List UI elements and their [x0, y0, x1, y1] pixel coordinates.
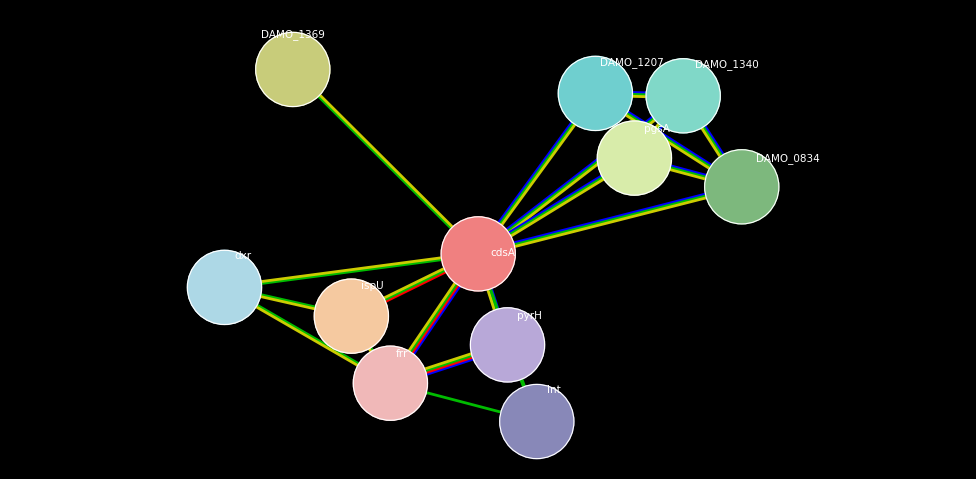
Text: frr: frr: [395, 350, 408, 359]
Text: pyrH: pyrH: [517, 311, 542, 321]
Text: Int: Int: [547, 386, 560, 395]
Ellipse shape: [256, 33, 330, 106]
Ellipse shape: [353, 346, 427, 420]
Text: DAMO_1340: DAMO_1340: [695, 59, 758, 70]
Ellipse shape: [441, 217, 515, 291]
Ellipse shape: [187, 251, 262, 324]
Ellipse shape: [314, 279, 388, 353]
Text: DAMO_1369: DAMO_1369: [261, 30, 325, 40]
Ellipse shape: [597, 121, 671, 195]
Ellipse shape: [470, 308, 545, 382]
Text: cdsA: cdsA: [490, 249, 515, 258]
Ellipse shape: [646, 59, 720, 133]
Text: pgsA: pgsA: [644, 125, 671, 134]
Text: dxr: dxr: [234, 251, 252, 261]
Ellipse shape: [558, 57, 632, 130]
Ellipse shape: [705, 150, 779, 224]
Ellipse shape: [500, 385, 574, 458]
Text: DAMO_1207: DAMO_1207: [600, 57, 664, 68]
Text: ispU: ispU: [361, 282, 384, 291]
Text: DAMO_0834: DAMO_0834: [756, 153, 820, 163]
